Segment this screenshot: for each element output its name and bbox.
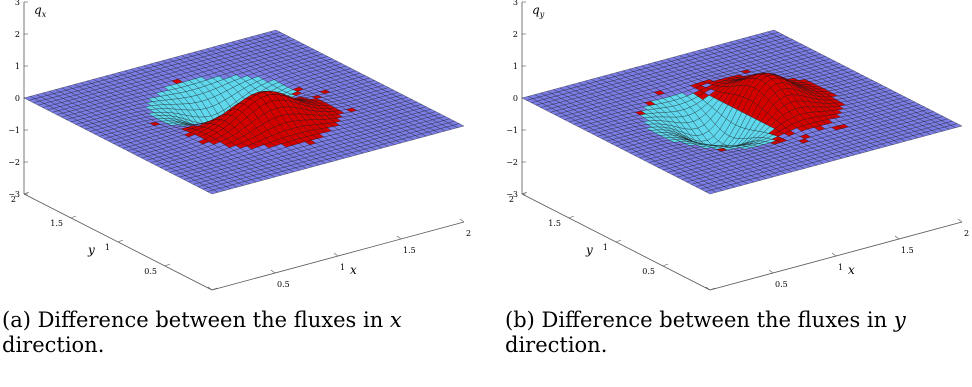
surface-mesh-a [23,29,465,195]
y-tick-mark [117,239,124,243]
y-axis-label: y [585,243,593,257]
x-tick-label: 1 [838,263,843,272]
z-tick-label: −1 [8,126,20,135]
caption-b: (b) Difference between the fluxes in y d… [505,308,972,358]
z-tick-label: −1 [506,126,518,135]
y-axis-label: y [87,243,95,257]
x-tick-mark [396,235,402,240]
x-tick-label: 2 [466,229,471,238]
x-tick-mark [957,218,963,223]
z-axis-subscript: y [539,10,545,19]
x-tick-mark [768,269,774,274]
y-tick-mark [709,287,716,291]
x-axis-line [709,221,963,291]
z-tick-label: 2 [513,30,518,39]
y-tick-label: 1 [603,243,608,252]
caption-b-line2: direction. [505,333,608,357]
x-tick-label: 1.5 [403,246,416,255]
x-axis-line [211,221,465,291]
z-tick-label: 1 [513,62,518,71]
caption-a: (a) Difference between the fluxes in x d… [2,308,472,358]
x-tick-mark [459,218,465,223]
y-tick-mark [662,263,669,267]
z-tick-label: 1 [15,62,20,71]
y-tick-mark [615,239,622,243]
z-tick-label: 3 [15,0,20,7]
y-tick-label: 1 [105,243,110,252]
z-tick-label: −3 [8,190,20,199]
x-axis-label: x [350,263,357,277]
z-tick-label: −2 [8,158,20,167]
x-tick-label: 0.5 [277,280,290,289]
y-tick-mark [211,287,218,291]
x-tick-label: 1.5 [901,246,914,255]
x-tick-label: 2 [964,229,969,238]
y-tick-label: 0 [199,291,204,292]
y-tick-mark [23,191,30,195]
z-tick-label: 0 [513,94,518,103]
x-tick-mark [831,252,837,257]
caption-a-line2: direction. [2,333,105,357]
z-tick-label: 2 [15,30,20,39]
surface-patch [452,123,465,128]
y-tick-label: 2 [11,195,16,204]
y-tick-label: 2 [509,195,514,204]
surface-mesh-b [521,29,963,195]
z-axis-label: qx [34,3,47,19]
y-tick-mark [164,263,171,267]
y-tick-label: 0.5 [642,267,655,276]
y-tick-mark [521,191,528,195]
x-tick-mark [894,235,900,240]
x-tick-mark [705,286,711,291]
z-tick-label: −3 [506,190,518,199]
z-axis-subscript: x [42,10,47,19]
caption-a-prefix: (a) Difference between the fluxes in [2,308,390,332]
x-tick-label: 1 [340,263,345,272]
caption-a-var: x [389,308,402,332]
z-tick-label: −2 [506,158,518,167]
caption-b-var: y [893,308,906,332]
y-tick-mark [70,215,77,219]
x-tick-mark [333,252,339,257]
x-tick-label: 0.5 [775,280,788,289]
caption-b-prefix: (b) Difference between the fluxes in [505,308,894,332]
z-tick-label: 3 [513,0,518,7]
y-tick-label: 1.5 [50,219,63,228]
x-tick-mark [207,286,213,291]
y-tick-label: 0.5 [144,267,157,276]
surface-patch [950,123,963,128]
x-tick-mark [270,269,276,274]
y-tick-mark [568,215,575,219]
y-tick-label: 0 [697,291,702,292]
x-axis-label: x [848,263,855,277]
z-axis-label: qy [532,3,545,19]
y-tick-label: 1.5 [548,219,561,228]
z-tick-label: 0 [15,94,20,103]
